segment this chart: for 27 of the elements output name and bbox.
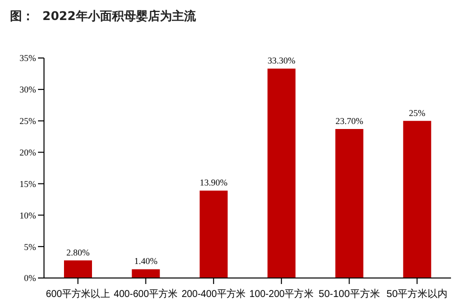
data-label: 25% <box>408 108 426 118</box>
data-label: 1.40% <box>134 256 158 266</box>
y-tick-label: 35% <box>20 53 36 64</box>
x-tick-label: 50-100平方米 <box>318 288 380 300</box>
data-label: 33.30% <box>268 56 296 66</box>
y-tick-label: 20% <box>20 147 36 158</box>
x-tick-label: 600平方米以上 <box>46 288 113 300</box>
bar <box>268 68 296 278</box>
x-tick-label: 50平方米以内 <box>386 288 448 300</box>
data-label: 13.90% <box>200 178 228 188</box>
bar <box>132 269 160 278</box>
bar <box>335 129 364 278</box>
bar <box>200 190 228 278</box>
y-tick-label: 15% <box>20 178 36 189</box>
y-tick-label: 5% <box>24 242 36 252</box>
chart-title: 图： 2022年小面积母婴店为主流 <box>9 8 197 25</box>
x-tick-label: 400-600平方米 <box>114 288 180 300</box>
x-tick-label: 100-200平方米 <box>249 288 316 300</box>
bar <box>403 120 432 278</box>
y-tick-label: 10% <box>20 210 36 220</box>
data-label: 2.80% <box>66 247 90 258</box>
y-tick-label: 0% <box>24 273 36 284</box>
data-label: 23.70% <box>335 116 364 126</box>
bar <box>64 260 92 278</box>
y-tick-label: 30% <box>20 84 36 95</box>
y-tick-label: 25% <box>20 116 36 126</box>
x-tick-label: 200-400平方米 <box>182 288 248 300</box>
